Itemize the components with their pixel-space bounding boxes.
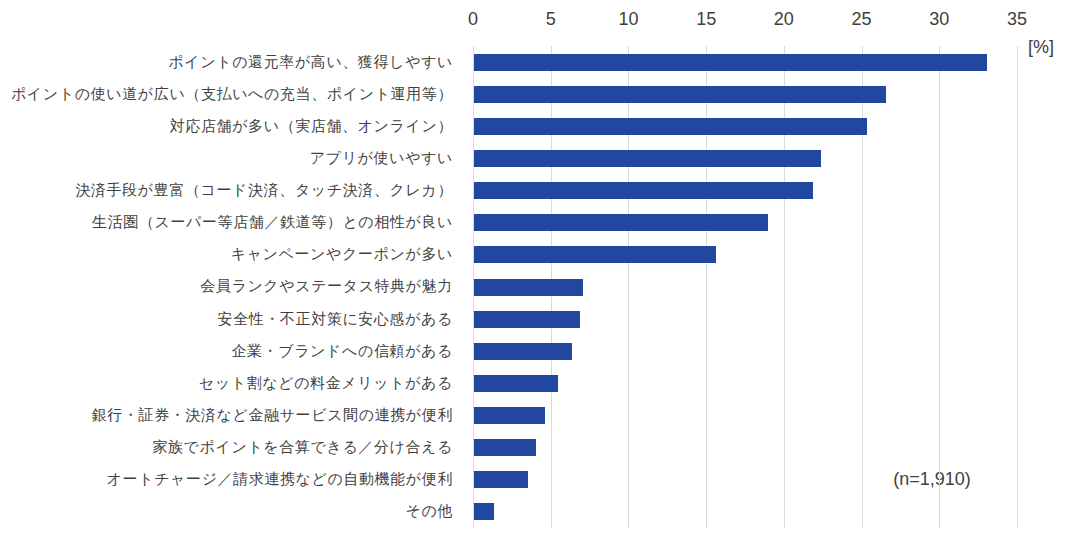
category-label: ポイントの還元率が高い、獲得しやすい [0, 46, 453, 78]
category-label: アプリが使いやすい [0, 142, 453, 174]
sample-size-note: (n=1,910) [857, 469, 1007, 490]
category-label: その他 [0, 496, 453, 528]
category-label: 生活圏（スーパー等店舗／鉄道等）との相性が良い [0, 207, 453, 239]
category-label: ポイントの使い道が広い（支払いへの充当、ポイント運用等） [0, 78, 453, 110]
bar [474, 279, 583, 296]
bar [474, 439, 536, 456]
x-tick-label: 20 [754, 9, 814, 30]
gridline [939, 46, 940, 528]
category-label: 安全性・不正対策に安心感がある [0, 303, 453, 335]
category-label: セット割などの料金メリットがある [0, 367, 453, 399]
bar [474, 86, 886, 103]
bar [474, 246, 716, 263]
gridline [1017, 46, 1018, 528]
bar [474, 54, 987, 71]
bar-chart: [%] (n=1,910) 05 10 15 20 25 30 35 ポイントの還元率が高い、… [0, 0, 1075, 550]
bar [474, 471, 528, 488]
bar [474, 182, 813, 199]
bar [474, 311, 580, 328]
bar [474, 118, 867, 135]
category-label: 会員ランクやステータス特典が魅力 [0, 271, 453, 303]
bar [474, 407, 545, 424]
category-label: キャンペーンやクーポンが多い [0, 239, 453, 271]
category-label: 家族でポイントを合算できる／分け合える [0, 432, 453, 464]
x-tick-label: 30 [909, 9, 969, 30]
bar [474, 150, 821, 167]
category-label: 企業・ブランドへの信頼がある [0, 335, 453, 367]
x-tick-label: 25 [832, 9, 892, 30]
unit-label: [%] [1028, 37, 1054, 58]
bar [474, 214, 768, 231]
x-tick-label: 10 [598, 9, 658, 30]
category-label: 対応店舗が多い（実店舗、オンライン） [0, 110, 453, 142]
x-tick-label: 0 [443, 9, 503, 30]
x-tick-label: 5 [521, 9, 581, 30]
bar [474, 375, 558, 392]
x-tick-label: 15 [676, 9, 736, 30]
bar [474, 343, 572, 360]
x-tick-label: 35 [987, 9, 1047, 30]
category-label: 決済手段が豊富（コード決済、タッチ決済、クレカ） [0, 175, 453, 207]
category-label: オートチャージ／請求連携などの自動機能が便利 [0, 464, 453, 496]
category-label: 銀行・証券・決済など金融サービス間の連携が便利 [0, 399, 453, 431]
bar [474, 503, 494, 520]
